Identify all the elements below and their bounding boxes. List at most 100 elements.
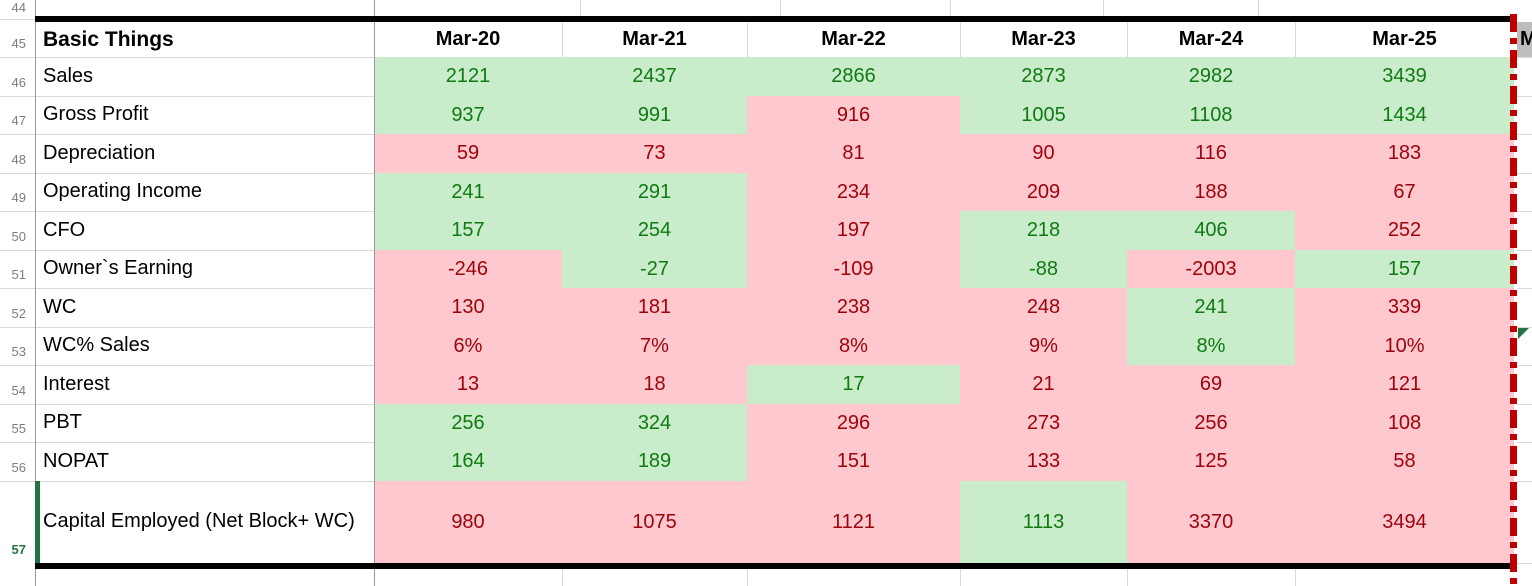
cell-r57-mar-25[interactable]: 3494 xyxy=(1295,480,1514,563)
cell-r55-mar-21[interactable]: 324 xyxy=(562,403,747,442)
cell-r55-mar-23[interactable]: 273 xyxy=(960,403,1127,442)
cell-r51-mar-20[interactable]: -246 xyxy=(374,249,562,288)
cell-r57-mar-24[interactable]: 3370 xyxy=(1127,480,1295,563)
row-number-46[interactable]: 46 xyxy=(0,57,35,96)
cell-r47-mar-20[interactable]: 937 xyxy=(374,95,562,134)
cell-r52-mar-21[interactable]: 181 xyxy=(562,288,747,327)
row-number-49[interactable]: 49 xyxy=(0,172,35,211)
cell-r50-mar-23[interactable]: 218 xyxy=(960,211,1127,250)
cell-r49-mar-24[interactable]: 188 xyxy=(1127,172,1295,211)
cell-r48-mar-25[interactable]: 183 xyxy=(1295,134,1514,173)
cell-r56-mar-20[interactable]: 164 xyxy=(374,442,562,481)
row-number-54[interactable]: 54 xyxy=(0,365,35,404)
cell-r48-mar-20[interactable]: 59 xyxy=(374,134,562,173)
row-number-48[interactable]: 48 xyxy=(0,134,35,173)
cell-r49-mar-22[interactable]: 234 xyxy=(747,172,960,211)
cell-r55-mar-22[interactable]: 296 xyxy=(747,403,960,442)
cell-r54-mar-22[interactable]: 17 xyxy=(747,365,960,404)
cell-r47-mar-25[interactable]: 1434 xyxy=(1295,95,1514,134)
cell-r49-mar-25[interactable]: 67 xyxy=(1295,172,1514,211)
cell-r53-mar-23[interactable]: 9% xyxy=(960,326,1127,365)
cell-r48-mar-21[interactable]: 73 xyxy=(562,134,747,173)
cell-r46-mar-25[interactable]: 3439 xyxy=(1295,57,1514,96)
cell-r54-mar-23[interactable]: 21 xyxy=(960,365,1127,404)
row-number-51[interactable]: 51 xyxy=(0,249,35,288)
cell-r52-mar-23[interactable]: 248 xyxy=(960,288,1127,327)
cell-r51-mar-21[interactable]: -27 xyxy=(562,249,747,288)
row-label-gross-profit[interactable]: Gross Profit xyxy=(35,95,374,134)
cell-r47-mar-21[interactable]: 991 xyxy=(562,95,747,134)
cell-r47-mar-24[interactable]: 1108 xyxy=(1127,95,1295,134)
cell-r54-mar-21[interactable]: 18 xyxy=(562,365,747,404)
cell-r50-mar-25[interactable]: 252 xyxy=(1295,211,1514,250)
cell-r57-mar-21[interactable]: 1075 xyxy=(562,480,747,563)
row-label-operating-income[interactable]: Operating Income xyxy=(35,172,374,211)
cell-r55-mar-25[interactable]: 108 xyxy=(1295,403,1514,442)
row-label-wc-sales[interactable]: WC% Sales xyxy=(35,326,374,365)
cell-r53-mar-24[interactable]: 8% xyxy=(1127,326,1295,365)
row-label-capital-employed-net-block-wc[interactable]: Capital Employed (Net Block+ WC) xyxy=(35,480,374,563)
cell-r53-mar-22[interactable]: 8% xyxy=(747,326,960,365)
cell-r57-mar-20[interactable]: 980 xyxy=(374,480,562,563)
row-label-owner-s-earning[interactable]: Owner`s Earning xyxy=(35,249,374,288)
row-label-wc[interactable]: WC xyxy=(35,288,374,327)
cell-r46-mar-22[interactable]: 2866 xyxy=(747,57,960,96)
cell-r49-mar-21[interactable]: 291 xyxy=(562,172,747,211)
cell-r51-mar-25[interactable]: 157 xyxy=(1295,249,1514,288)
cell-r51-mar-22[interactable]: -109 xyxy=(747,249,960,288)
cell-r52-mar-20[interactable]: 130 xyxy=(374,288,562,327)
row-number-52[interactable]: 52 xyxy=(0,288,35,327)
cell-r52-mar-25[interactable]: 339 xyxy=(1295,288,1514,327)
cell-r54-mar-25[interactable]: 121 xyxy=(1295,365,1514,404)
cell-r46-mar-20[interactable]: 2121 xyxy=(374,57,562,96)
cell-r52-mar-22[interactable]: 238 xyxy=(747,288,960,327)
cell-r54-mar-24[interactable]: 69 xyxy=(1127,365,1295,404)
cell-r51-mar-23[interactable]: -88 xyxy=(960,249,1127,288)
cell-r56-mar-23[interactable]: 133 xyxy=(960,442,1127,481)
row-label-nopat[interactable]: NOPAT xyxy=(35,442,374,481)
row-label-depreciation[interactable]: Depreciation xyxy=(35,134,374,173)
row-number-55[interactable]: 55 xyxy=(0,403,35,442)
row-label-sales[interactable]: Sales xyxy=(35,57,374,96)
cell-r48-mar-24[interactable]: 116 xyxy=(1127,134,1295,173)
cell-r56-mar-21[interactable]: 189 xyxy=(562,442,747,481)
cell-r53-mar-20[interactable]: 6% xyxy=(374,326,562,365)
cell-r55-mar-24[interactable]: 256 xyxy=(1127,403,1295,442)
row-number-45[interactable]: 45 xyxy=(0,21,35,57)
column-header-mar-20[interactable]: Mar-20 xyxy=(374,21,562,57)
next-column-header-partial[interactable]: M xyxy=(1517,21,1532,57)
row-number-57[interactable]: 57 xyxy=(0,480,35,563)
column-header-mar-24[interactable]: Mar-24 xyxy=(1127,21,1295,57)
cell-r50-mar-20[interactable]: 157 xyxy=(374,211,562,250)
cell-r57-mar-22[interactable]: 1121 xyxy=(747,480,960,563)
row-label-cfo[interactable]: CFO xyxy=(35,211,374,250)
row-number-44[interactable]: 44 xyxy=(0,0,35,16)
row-number-50[interactable]: 50 xyxy=(0,211,35,250)
column-header-mar-21[interactable]: Mar-21 xyxy=(562,21,747,57)
row-number-53[interactable]: 53 xyxy=(0,326,35,365)
column-header-mar-23[interactable]: Mar-23 xyxy=(960,21,1127,57)
cell-r56-mar-22[interactable]: 151 xyxy=(747,442,960,481)
cell-r46-mar-21[interactable]: 2437 xyxy=(562,57,747,96)
cell-r56-mar-25[interactable]: 58 xyxy=(1295,442,1514,481)
cell-r47-mar-23[interactable]: 1005 xyxy=(960,95,1127,134)
column-header-mar-22[interactable]: Mar-22 xyxy=(747,21,960,57)
cell-r49-mar-20[interactable]: 241 xyxy=(374,172,562,211)
row-number-47[interactable]: 47 xyxy=(0,95,35,134)
cell-r46-mar-23[interactable]: 2873 xyxy=(960,57,1127,96)
cell-r50-mar-21[interactable]: 254 xyxy=(562,211,747,250)
cell-r48-mar-23[interactable]: 90 xyxy=(960,134,1127,173)
cell-r53-mar-21[interactable]: 7% xyxy=(562,326,747,365)
cell-r51-mar-24[interactable]: -2003 xyxy=(1127,249,1295,288)
cell-r52-mar-24[interactable]: 241 xyxy=(1127,288,1295,327)
row-label-pbt[interactable]: PBT xyxy=(35,403,374,442)
cell-r55-mar-20[interactable]: 256 xyxy=(374,403,562,442)
cell-r54-mar-20[interactable]: 13 xyxy=(374,365,562,404)
cell-r46-mar-24[interactable]: 2982 xyxy=(1127,57,1295,96)
column-header-mar-25[interactable]: Mar-25 xyxy=(1295,21,1514,57)
cell-r49-mar-23[interactable]: 209 xyxy=(960,172,1127,211)
table-title-cell[interactable]: Basic Things xyxy=(35,21,374,57)
row-number-56[interactable]: 56 xyxy=(0,442,35,481)
cell-r53-mar-25[interactable]: 10% xyxy=(1295,326,1514,365)
cell-r56-mar-24[interactable]: 125 xyxy=(1127,442,1295,481)
